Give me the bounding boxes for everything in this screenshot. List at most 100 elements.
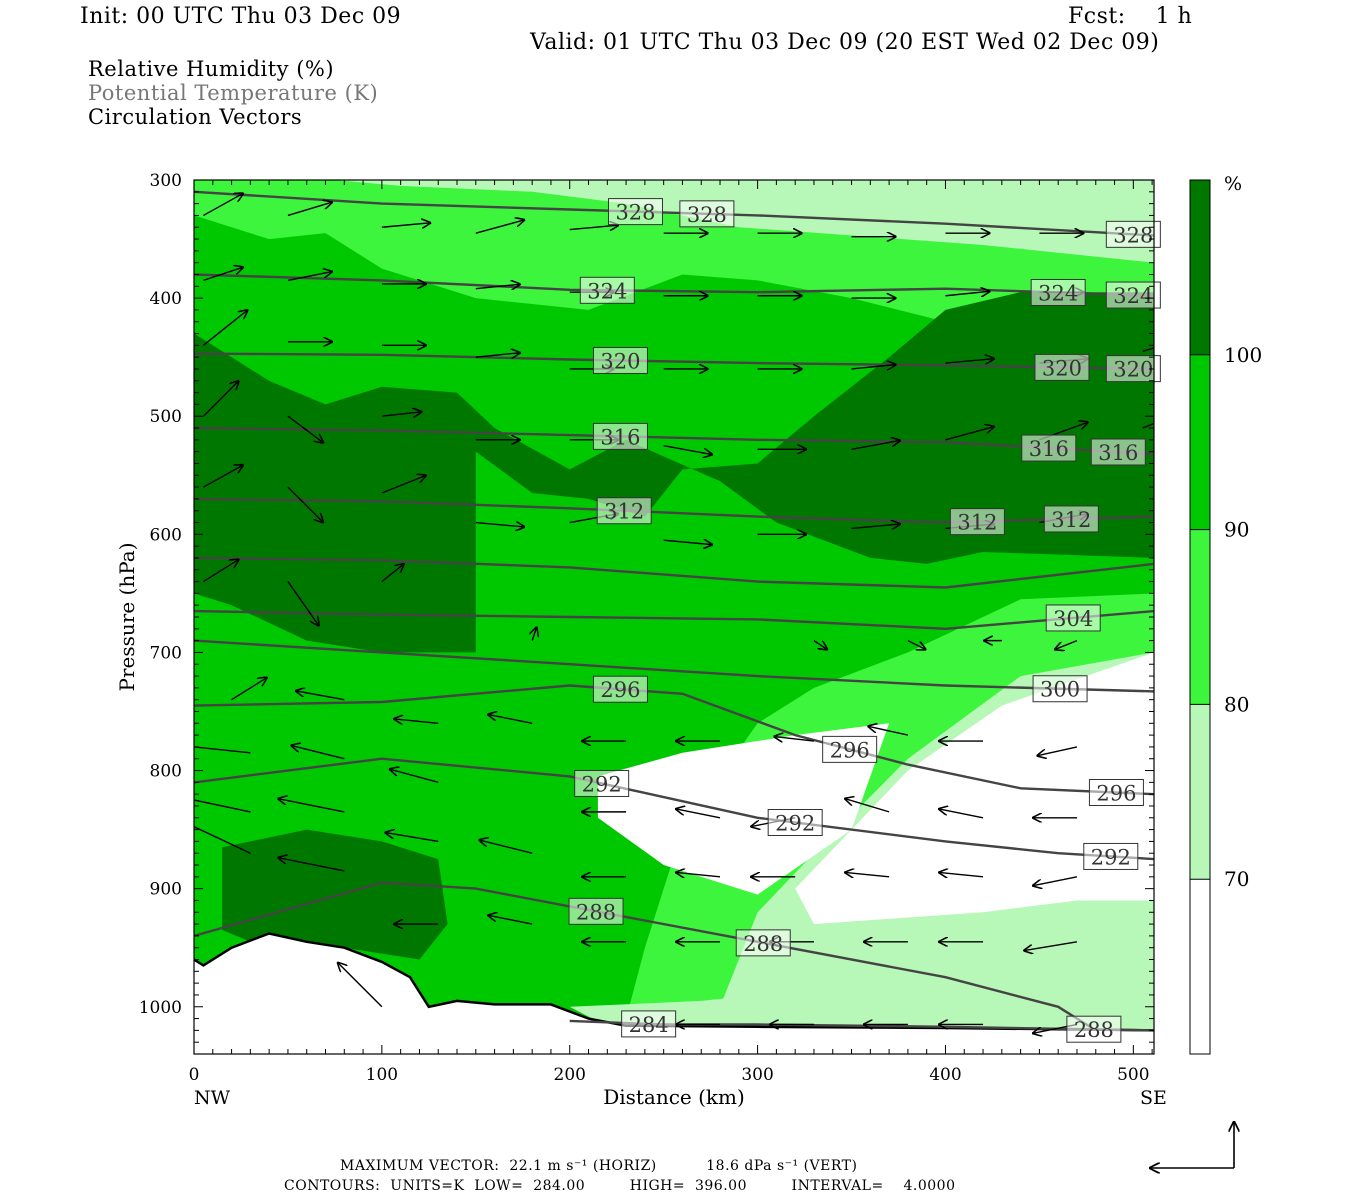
circulation-vector [663,445,712,455]
colorbar-segment [1190,529,1210,705]
theta-label-text: 316 [1098,441,1138,465]
y-tick-label: 500 [150,407,182,427]
circulation-vector [939,872,984,876]
theta-label-text: 296 [1096,781,1136,805]
theta-label-316-1: 316 [1021,434,1077,462]
colorbar-label: 90 [1224,518,1249,542]
circulation-vector [287,415,323,442]
theta-label-328-0: 328 [607,198,663,226]
theta-label-text: 296 [600,678,640,702]
theta-label-text: 284 [629,1013,669,1037]
colorbar-label: 70 [1224,867,1249,891]
circulation-vector [338,963,383,1008]
x-tick-label: 500 [1117,1065,1149,1085]
circulation-vector [907,639,926,650]
circulation-vector [945,291,989,295]
theta-label-box [1045,604,1101,632]
theta-label-316-2: 316 [1090,438,1146,466]
theta-label-text: 324 [1113,284,1153,308]
theta-label-text: 300 [1040,678,1080,702]
theta-label-box [592,346,648,374]
circulation-vector [475,284,520,288]
theta-label-box [579,276,635,304]
circulation-vector [202,381,238,417]
theta-label-box [1088,778,1144,806]
theta-label-312-0: 312 [596,497,652,525]
theta-label-300-0: 300 [1032,675,1088,703]
circulation-vector [287,486,323,522]
circulation-vector [291,746,345,760]
theta-contour-320 [194,352,1154,371]
colorbar-segment [1190,180,1210,355]
theta-label-312-1: 312 [949,508,1005,536]
theta-label-312-2: 312 [1043,505,1099,533]
circulation-vector [194,799,251,813]
theta-label-box [767,809,823,837]
theta-label-box [1090,438,1146,466]
circulation-vector [194,825,251,854]
theta-label-text: 320 [1113,358,1153,382]
colorbar-label: 100 [1224,343,1262,367]
x-axis-label: Distance (km) [603,1085,745,1109]
circulation-vector [381,412,422,416]
circulation-vector [569,225,618,229]
y-tick-label: 300 [150,171,182,191]
theta-label-box [568,897,624,925]
theta-label-box [592,422,648,450]
theta-label-288-2: 288 [1066,1015,1122,1043]
theta-label-box [592,675,648,703]
theta-label-292-1: 292 [767,809,823,837]
theta-label-296-2: 296 [1088,778,1144,806]
theta-label-320-0: 320 [592,346,648,374]
theta-label-text: 288 [743,932,783,956]
circulation-vector [385,833,439,843]
circulation-vector [479,840,533,854]
circulation-vector [1142,422,1154,429]
theta-label-text: 292 [1091,845,1131,869]
theta-contour-292 [194,757,1154,861]
y-tick-label: 900 [150,880,182,900]
contours-footer: CONTOURS: UNITS=K LOW= 284.00 HIGH= 396.… [284,1178,956,1194]
circulation-vector [868,726,909,736]
circulation-vector [203,560,238,583]
circulation-vector [231,678,267,701]
circulation-vector [1033,876,1078,886]
y-tick-label: 1000 [139,998,182,1018]
theta-label-text: 288 [1074,1018,1114,1042]
circulation-vector [278,858,345,872]
circulation-vector [532,627,536,641]
circulation-vector [851,440,900,450]
theta-label-text: 292 [775,812,815,836]
y-tick-label: 600 [150,525,182,545]
reference-vector-icon [1150,1122,1234,1168]
theta-contour-304 [194,609,1154,631]
theta-label-320-2: 320 [1105,355,1161,383]
theta-label-text: 312 [604,500,644,524]
theta-label-text: 288 [576,900,616,924]
circulation-vector [475,353,520,357]
circulation-vector [202,310,247,346]
circulation-vector [945,427,993,441]
circulation-vector [845,799,890,813]
theta-label-box [574,769,630,797]
colorbar-frame [1189,179,1211,1055]
circulation-vector [488,915,533,925]
theta-label-text: 328 [687,203,727,227]
circulation-vector [475,523,524,527]
theta-label-292-0: 292 [574,769,630,797]
circulation-vector [194,746,251,754]
colorbar-segment [1190,704,1210,880]
max-vector-footer: MAXIMUM VECTOR: 22.1 m s⁻¹ (HORIZ) 18.6 … [340,1158,858,1174]
x-tick-label: 100 [366,1065,398,1085]
field-theta-label: Potential Temperature (K) [88,81,379,105]
circulation-vector [287,581,319,626]
circulation-vector [390,769,439,784]
theta-label-box [822,735,878,763]
circulation-vector [851,365,896,369]
theta-label-292-2: 292 [1083,842,1139,870]
circulation-vector [381,475,426,494]
circulation-vector [394,719,439,723]
theta-label-box [1066,1015,1122,1043]
x-tick-label: 200 [554,1065,586,1085]
x-tick-label: 300 [741,1065,773,1085]
